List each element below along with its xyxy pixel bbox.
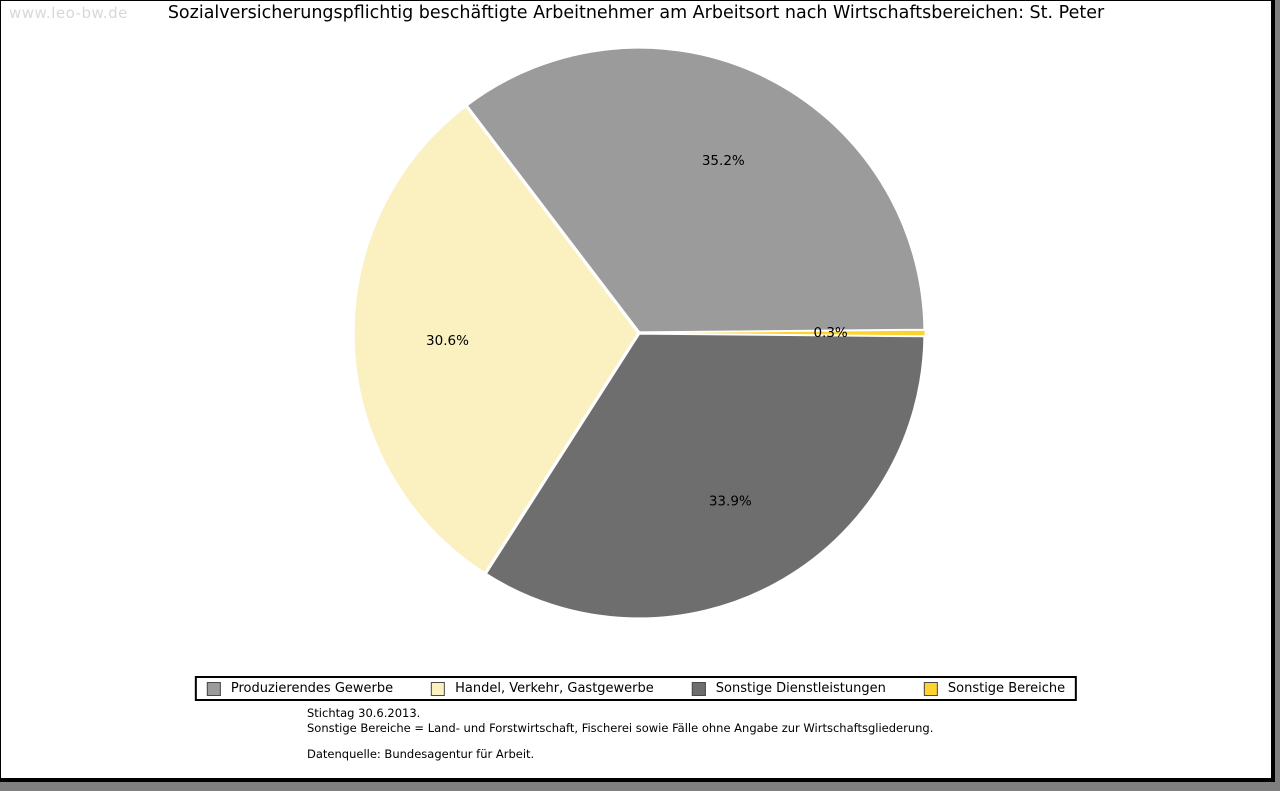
pie-slice-1 bbox=[464, 45, 927, 335]
legend-label: Sonstige Dienstleistungen bbox=[715, 681, 886, 696]
legend-swatch-sonstige-dienstleistungen bbox=[691, 681, 706, 696]
legend-swatch-sonstige-bereiche bbox=[923, 681, 938, 696]
slice-label-3: 33.9% bbox=[709, 494, 752, 510]
pie-chart: 35.2% 30.6% 33.9% 0.3% bbox=[351, 45, 927, 621]
footnotes: Stichtag 30.6.2013. Sonstige Bereiche = … bbox=[307, 706, 933, 762]
note-stichtag: Stichtag 30.6.2013. bbox=[307, 706, 421, 720]
legend-item-sonstige-dienstleistungen: Sonstige Dienstleistungen bbox=[691, 681, 886, 696]
legend-item-handel-verkehr-gastgewerbe: Handel, Verkehr, Gastgewerbe bbox=[431, 681, 654, 696]
page-title: Sozialversicherungspflichtig beschäftigt… bbox=[167, 3, 1105, 23]
pie-slice-3 bbox=[483, 331, 927, 621]
pie-slice-4 bbox=[638, 329, 926, 337]
watermark-leo-bw: www.leo-bw.de bbox=[9, 4, 128, 22]
legend-label: Sonstige Bereiche bbox=[947, 681, 1066, 696]
pie-slice-2 bbox=[351, 103, 641, 576]
legend-swatch-produzierendes-gewerbe bbox=[206, 681, 221, 696]
legend-item-sonstige-bereiche: Sonstige Bereiche bbox=[923, 681, 1066, 696]
slice-label-1: 35.2% bbox=[702, 153, 745, 169]
legend-swatch-handel-verkehr-gastgewerbe bbox=[431, 681, 446, 696]
slice-label-4: 0.3% bbox=[813, 325, 847, 341]
note-datenquelle: Datenquelle: Bundesagentur für Arbeit. bbox=[307, 747, 535, 761]
note-definition: Sonstige Bereiche = Land- und Forstwirts… bbox=[307, 721, 934, 735]
slice-label-2: 30.6% bbox=[426, 333, 469, 349]
legend-label: Handel, Verkehr, Gastgewerbe bbox=[455, 681, 654, 696]
legend-item-produzierendes-gewerbe: Produzierendes Gewerbe bbox=[206, 681, 394, 696]
legend: Produzierendes Gewerbe Handel, Verkehr, … bbox=[194, 676, 1078, 701]
legend-label: Produzierendes Gewerbe bbox=[230, 681, 394, 696]
